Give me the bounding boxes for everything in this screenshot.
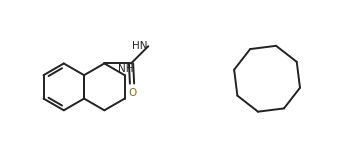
Text: HN: HN (132, 41, 147, 51)
Text: O: O (128, 88, 136, 98)
Text: NH: NH (118, 63, 133, 73)
